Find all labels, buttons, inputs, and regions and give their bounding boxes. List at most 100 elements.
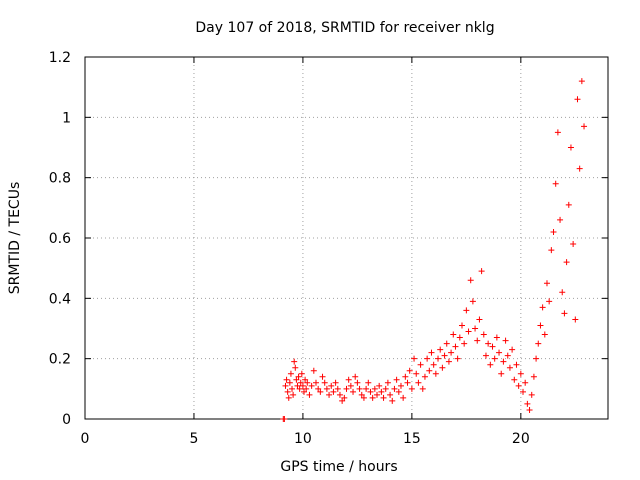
data-point: [550, 228, 557, 235]
data-point: [452, 343, 459, 350]
data-point: [441, 352, 448, 359]
data-point: [391, 385, 398, 392]
data-point: [467, 277, 474, 284]
data-point: [328, 382, 335, 389]
data-point: [520, 388, 527, 395]
chart-title: Day 107 of 2018, SRMTID for receiver nkl…: [195, 20, 494, 36]
data-point: [319, 373, 326, 380]
y-tick-label: 0.2: [49, 352, 71, 368]
data-point: [578, 78, 585, 85]
data-point: [317, 388, 324, 395]
y-tick-label: 0: [62, 412, 71, 428]
data-point: [482, 352, 489, 359]
data-point: [291, 358, 298, 365]
data-point: [443, 340, 450, 347]
data-point: [287, 370, 294, 377]
data-point: [354, 379, 361, 386]
plot-border: [84, 56, 609, 420]
data-point: [448, 349, 455, 356]
data-point: [426, 367, 433, 374]
data-point: [369, 394, 376, 401]
data-point: [376, 382, 383, 389]
data-point: [347, 382, 354, 389]
data-point: [295, 373, 302, 380]
data-point: [419, 385, 426, 392]
data-point: [533, 355, 540, 362]
data-point: [303, 385, 310, 392]
data-point: [524, 400, 531, 407]
data-point: [506, 364, 513, 371]
data-point: [559, 289, 566, 296]
data-points: [280, 78, 588, 422]
data-point: [341, 394, 348, 401]
x-axis-label: GPS time / hours: [280, 459, 397, 475]
data-point: [283, 376, 290, 383]
grid-lines: [85, 57, 608, 419]
data-point: [543, 280, 550, 287]
data-point: [570, 241, 577, 248]
data-point: [563, 259, 570, 266]
data-point: [557, 216, 564, 223]
data-point: [456, 334, 463, 341]
data-point: [323, 385, 330, 392]
data-point: [315, 385, 322, 392]
data-point: [469, 298, 476, 305]
data-point: [289, 385, 296, 392]
x-tick-label: 5: [189, 431, 198, 447]
y-tick-label: 0.8: [49, 171, 71, 187]
data-point: [511, 376, 518, 383]
data-point: [485, 340, 492, 347]
data-point: [389, 397, 396, 404]
x-tick-label: 10: [294, 431, 312, 447]
data-point: [302, 376, 309, 383]
data-point: [439, 364, 446, 371]
data-point: [572, 316, 579, 323]
y-axis-label: SRMTID / TECUs: [7, 182, 23, 295]
data-point: [498, 370, 505, 377]
data-point: [487, 361, 494, 368]
data-point: [576, 165, 583, 172]
data-point: [378, 388, 385, 395]
data-point: [312, 379, 319, 386]
data-point: [502, 337, 509, 344]
data-point: [458, 322, 465, 329]
data-point: [297, 379, 304, 386]
data-point: [567, 144, 574, 151]
data-point: [509, 346, 516, 353]
data-point: [513, 361, 520, 368]
data-point: [417, 361, 424, 368]
data-point: [539, 304, 546, 311]
data-point: [421, 373, 428, 380]
data-point: [515, 382, 522, 389]
data-point: [476, 316, 483, 323]
data-point: [285, 394, 292, 401]
data-point: [310, 367, 317, 374]
data-point: [393, 376, 400, 383]
data-point: [304, 379, 311, 386]
data-point: [465, 328, 472, 335]
data-point: [292, 364, 299, 371]
data-point: [387, 391, 394, 398]
data-point: [493, 334, 500, 341]
data-point: [552, 180, 559, 187]
data-point: [402, 373, 409, 380]
data-point: [565, 201, 572, 208]
data-point: [400, 394, 407, 401]
data-point: [332, 379, 339, 386]
data-point: [308, 382, 315, 389]
y-tick-label: 1: [62, 110, 71, 126]
data-point: [330, 388, 337, 395]
data-point: [454, 355, 461, 362]
data-point: [574, 96, 581, 103]
data-point: [461, 340, 468, 347]
data-point: [554, 129, 561, 136]
data-point: [430, 361, 437, 368]
data-point: [343, 385, 350, 392]
data-point: [374, 391, 381, 398]
y-tick-label: 0.6: [49, 231, 71, 247]
data-point: [500, 358, 507, 365]
x-tick-label: 0: [81, 431, 90, 447]
data-point: [345, 376, 352, 383]
data-point: [284, 388, 291, 395]
